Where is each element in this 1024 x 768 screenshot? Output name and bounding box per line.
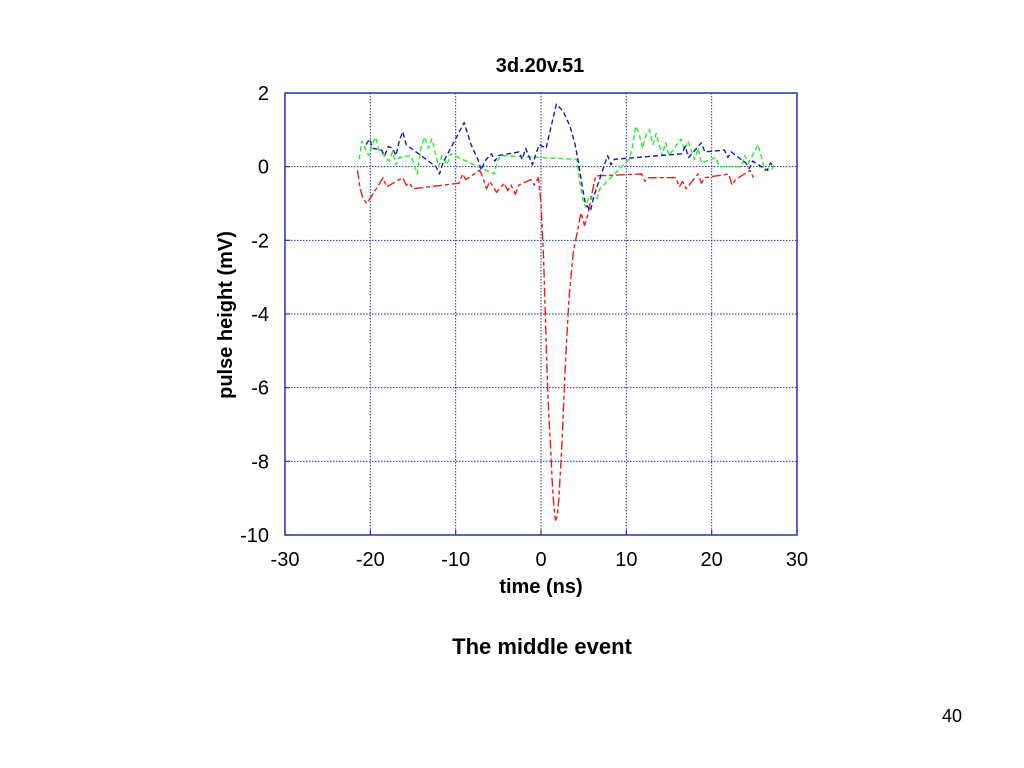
- y-tick-label: -2: [251, 230, 269, 252]
- series-line-red: [356, 169, 755, 521]
- x-tick-label: 20: [701, 549, 723, 571]
- x-tick-label: -20: [356, 549, 385, 571]
- y-tick-label: 2: [258, 83, 269, 105]
- slide-caption: The middle event: [452, 634, 632, 659]
- series-line-green: [358, 125, 776, 208]
- series-line-blue: [365, 103, 775, 212]
- x-tick-label: -10: [441, 549, 470, 571]
- x-tick-label: 30: [786, 549, 808, 571]
- chart-title: 3d.20v.51: [496, 55, 585, 77]
- y-tick-label: -6: [251, 378, 269, 400]
- y-tick-label: -4: [251, 304, 269, 326]
- grid-lines: [285, 93, 797, 535]
- y-axis-label: pulse height (mV): [215, 231, 237, 399]
- y-tick-label: -10: [240, 525, 269, 547]
- y-tick-label: -8: [251, 451, 269, 473]
- series-group: [356, 103, 776, 521]
- y-tick-label: 0: [258, 157, 269, 179]
- x-tick-label: -30: [271, 549, 300, 571]
- page-number: 40: [941, 706, 962, 726]
- x-tick-label: 10: [615, 549, 637, 571]
- x-axis-label: time (ns): [499, 576, 582, 598]
- x-tick-label: 0: [535, 549, 546, 571]
